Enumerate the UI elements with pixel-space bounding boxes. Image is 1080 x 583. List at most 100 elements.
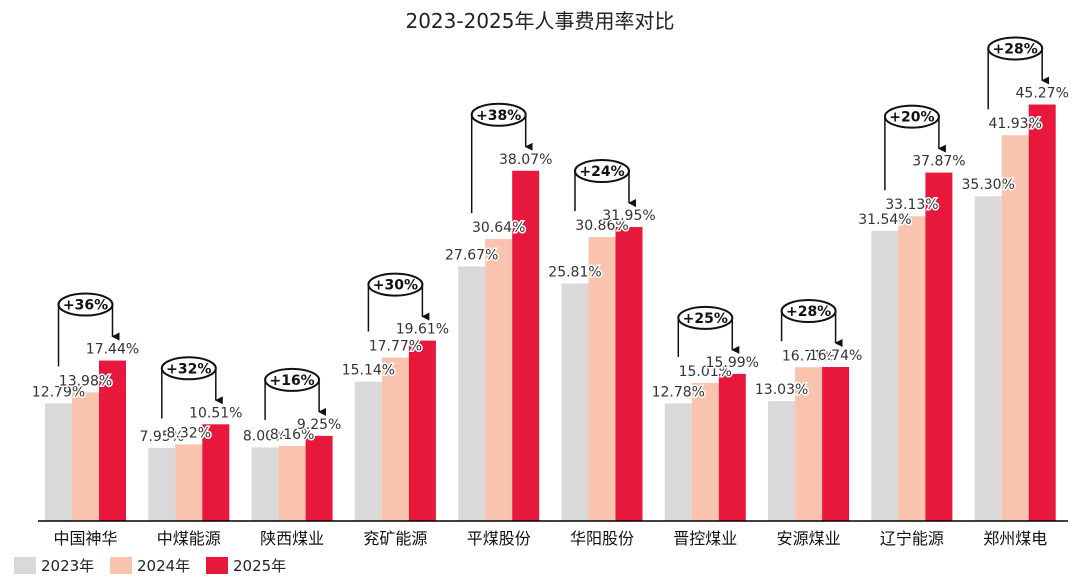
annotation-layer: +36% +32% +16% +30% +38% +24% +25% +28% +20% +28% <box>57 36 1050 420</box>
x-tick-label: 平煤股份 <box>467 529 531 548</box>
bar-晋控煤业-2025年 <box>718 373 746 521</box>
legend-label: 2024年 <box>137 557 190 575</box>
data-label: 41.93% <box>989 116 1042 132</box>
bar-晋控煤业-2024年 <box>691 382 719 521</box>
data-label: 17.77% <box>369 339 422 355</box>
data-label: 30.86% <box>575 218 628 234</box>
bar-兖矿能源-2023年 <box>354 381 382 521</box>
growth-badge-label: +32% <box>166 361 211 377</box>
bar-华阳股份-2023年 <box>561 283 589 521</box>
bar-郑州煤电-2024年 <box>1001 135 1029 521</box>
data-label: 10.51% <box>189 405 242 421</box>
bar-辽宁能源-2024年 <box>898 216 926 522</box>
legend-label: 2023年 <box>41 557 94 575</box>
growth-badge <box>160 356 217 381</box>
growth-badge-label: +28% <box>993 42 1038 58</box>
growth-badge <box>470 102 527 127</box>
bar-中国神华-2023年 <box>45 403 72 521</box>
growth-badge-label: +38% <box>476 108 521 124</box>
bar-中煤能源-2023年 <box>148 447 176 521</box>
bar-华阳股份-2025年 <box>615 227 643 521</box>
bar-平煤股份-2023年 <box>458 266 486 521</box>
data-label: 15.99% <box>706 355 759 371</box>
data-label: 7.95% <box>140 429 184 445</box>
data-label: 17.44% <box>86 342 139 358</box>
growth-badge <box>264 367 321 392</box>
data-label: 9.25% <box>297 417 341 433</box>
growth-badge <box>677 305 734 330</box>
growth-badge <box>367 272 424 297</box>
x-tick-label: 安源煤业 <box>777 529 841 548</box>
bar-陕西煤业-2025年 <box>305 435 333 521</box>
data-label: 13.98% <box>59 373 112 389</box>
bar-郑州煤电-2025年 <box>1028 104 1056 522</box>
x-tick-label: 辽宁能源 <box>880 529 944 548</box>
legend-swatch <box>110 557 132 574</box>
x-tick-labels: 中国神华 中煤能源 陕西煤业 兖矿能源 平煤股份 华阳股份 晋控煤业 安源煤业 辽宁能源 郑州煤电 <box>53 529 1047 548</box>
legend-swatch <box>206 557 228 574</box>
growth-badge-label: +24% <box>579 164 624 180</box>
bar-安源煤业-2023年 <box>768 401 796 521</box>
bar-兖矿能源-2024年 <box>381 357 409 521</box>
bar-中煤能源-2024年 <box>175 444 203 521</box>
growth-badge-label: +16% <box>269 373 314 389</box>
growth-badge <box>57 292 114 317</box>
bar-中国神华-2025年 <box>99 360 126 521</box>
bar-辽宁能源-2025年 <box>925 172 953 521</box>
bar-陕西煤业-2024年 <box>278 445 306 521</box>
x-tick-label: 晋控煤业 <box>673 529 737 548</box>
growth-badge-label: +28% <box>786 304 831 320</box>
legend-swatch <box>14 557 36 574</box>
data-label: 19.61% <box>396 322 449 338</box>
legend: 2023年 2024年 2025年 <box>14 557 286 575</box>
x-tick-label: 兖矿能源 <box>363 529 427 548</box>
data-label: 16.71% <box>782 348 835 364</box>
bar-中国神华-2024年 <box>72 392 99 521</box>
chart-title: 2023-2025年人事费用率对比 <box>405 9 674 33</box>
bar-平煤股份-2024年 <box>485 239 513 521</box>
data-label: 30.64% <box>472 220 525 236</box>
data-label: 12.78% <box>652 384 705 400</box>
growth-badge <box>574 159 630 184</box>
x-tick-label: 华阳股份 <box>570 529 634 548</box>
bar-安源煤业-2024年 <box>795 367 823 521</box>
data-label: 35.30% <box>962 177 1015 193</box>
data-label: 31.95% <box>602 208 655 224</box>
bar-陕西煤业-2023年 <box>251 447 279 521</box>
growth-badge-label: +36% <box>63 298 108 314</box>
data-label: 8.00% <box>243 428 287 444</box>
data-labels-layer: 12.79%13.98% 17.44% 7.95%8.32% 10.51%8.00%8… <box>30 84 1070 446</box>
data-label: 8.32% <box>167 425 211 441</box>
bar-中煤能源-2025年 <box>202 424 230 521</box>
growth-badge-label: +20% <box>889 110 934 126</box>
growth-badge <box>987 36 1044 61</box>
bar-兖矿能源-2025年 <box>408 340 436 521</box>
x-tick-label: 中国神华 <box>53 529 117 548</box>
data-label: 27.67% <box>445 247 498 263</box>
legend-label: 2025年 <box>233 557 286 575</box>
data-label: 31.54% <box>858 212 911 228</box>
growth-badge <box>883 104 940 129</box>
growth-badge-label: +30% <box>373 278 418 294</box>
x-tick-label: 中煤能源 <box>157 529 221 548</box>
bar-安源煤业-2025年 <box>822 366 850 521</box>
data-label: 25.81% <box>548 265 601 281</box>
growth-badge-label: +25% <box>683 311 728 327</box>
bar-郑州煤电-2023年 <box>974 196 1002 522</box>
bar-辽宁能源-2023年 <box>871 230 899 521</box>
data-label: 37.87% <box>912 154 965 170</box>
bar-华阳股份-2024年 <box>588 237 616 521</box>
data-label: 8.16% <box>270 427 314 443</box>
bar-晋控煤业-2023年 <box>664 403 692 521</box>
bars-layer <box>45 104 1056 522</box>
data-label: 16.74% <box>809 348 862 364</box>
x-tick-label: 郑州煤电 <box>983 529 1047 548</box>
x-tick-label: 陕西煤业 <box>260 529 324 548</box>
data-label: 33.13% <box>885 197 938 213</box>
data-label: 12.79% <box>32 384 85 400</box>
data-label: 13.03% <box>755 382 808 398</box>
bar-平煤股份-2025年 <box>512 170 540 522</box>
data-label: 45.27% <box>1016 86 1069 102</box>
